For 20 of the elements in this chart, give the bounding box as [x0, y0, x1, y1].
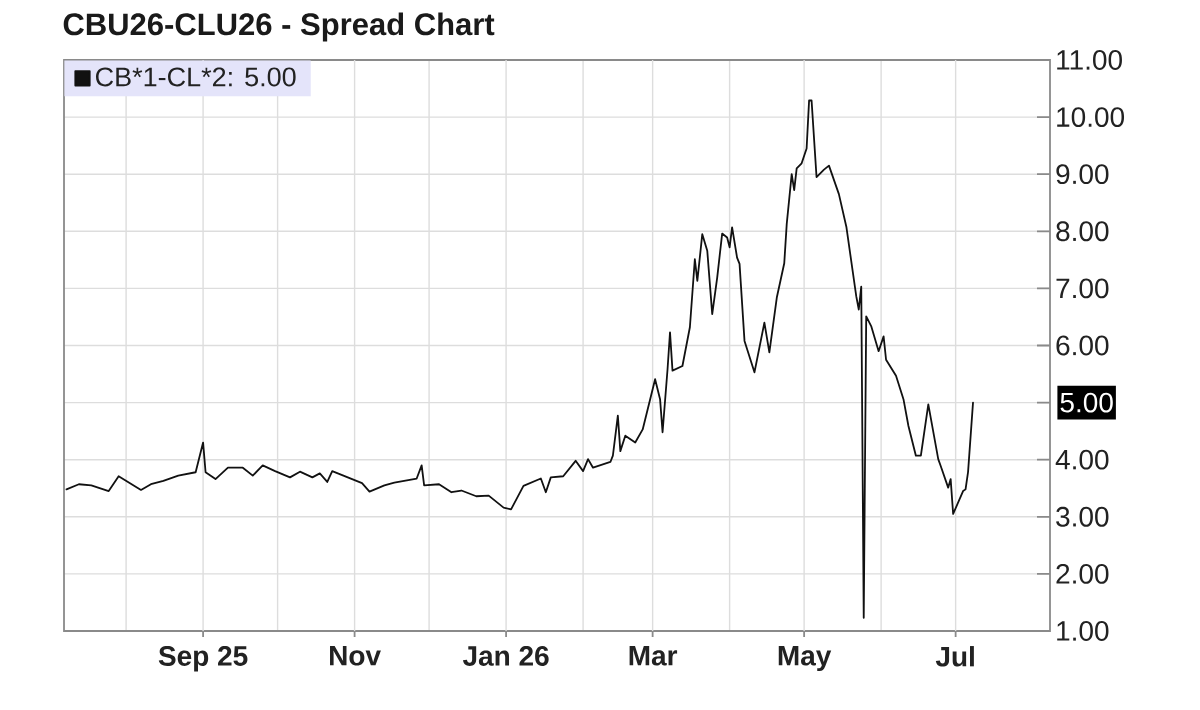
x-tick-label: Jan 26 — [462, 646, 549, 666]
x-tick-label: Sep 25 — [158, 646, 248, 672]
y-tick-label: 1.00 — [1057, 621, 1109, 641]
chart-title: CBU26-CLU26 - Spread Chart — [63, 12, 495, 42]
y-tick-label: 3.00 — [1056, 506, 1109, 527]
y-tick-label: 2.00 — [1056, 563, 1109, 584]
y-tick-label: 6.00 — [1056, 335, 1109, 356]
legend-label: CB*1-CL*2: 5.00 — [95, 67, 296, 87]
line-series — [65, 99, 974, 619]
y-tick-label: 11.00 — [1057, 50, 1122, 70]
x-tick-label: May — [778, 646, 832, 672]
y-tick-label: 9.00 — [1056, 164, 1109, 185]
x-tick-label: Jul — [935, 646, 974, 667]
y-tick-label: 10.00 — [1057, 107, 1125, 127]
y-tick-label: 7.00 — [1056, 278, 1109, 299]
y-tick-label: 8.00 — [1056, 221, 1109, 242]
y-tick-label: 4.00 — [1055, 449, 1109, 470]
text: 5.00 — [1060, 392, 1113, 413]
x-tick-label: Nov — [330, 646, 381, 666]
x-tick-label: Mar — [629, 646, 678, 666]
